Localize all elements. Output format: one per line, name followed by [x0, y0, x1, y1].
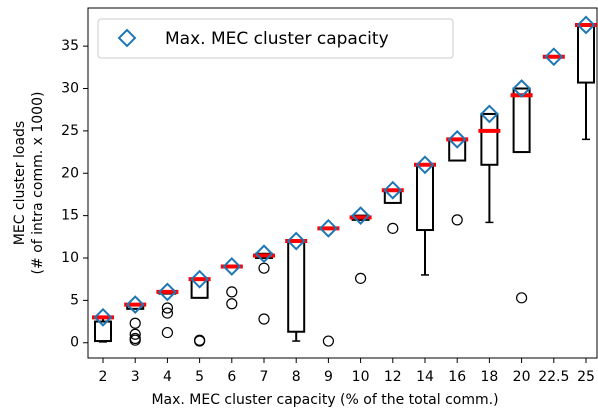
y-axis-label: MEC cluster loads — [12, 121, 28, 245]
x-tick-label: 16 — [448, 369, 466, 385]
y-tick-label: 5 — [70, 292, 79, 308]
outlier — [161, 302, 173, 314]
x-tick-label: 9 — [324, 369, 333, 385]
x-axis-label: Max. MEC cluster capacity (% of the tota… — [151, 392, 498, 408]
outlier — [161, 326, 173, 339]
x-tick-label: 4 — [163, 369, 172, 385]
outlier — [355, 272, 367, 284]
box — [416, 163, 434, 232]
x-tick-label: 10 — [352, 369, 370, 385]
outlier — [194, 334, 206, 346]
x-tick-label: 14 — [416, 369, 434, 385]
box — [287, 240, 306, 333]
y-tick-label: 10 — [61, 250, 79, 266]
outlier — [161, 307, 173, 319]
capacity-marker — [254, 244, 274, 264]
capacity-marker — [157, 282, 177, 302]
outlier — [258, 262, 270, 274]
capacity-marker — [415, 155, 435, 175]
capacity-marker — [190, 269, 210, 289]
x-tick-label: 25 — [577, 369, 595, 385]
x-tick-label: 7 — [260, 369, 269, 385]
box — [512, 87, 531, 154]
y-tick-label: 0 — [70, 335, 79, 351]
x-tick-label: 18 — [480, 369, 498, 385]
box — [480, 112, 499, 166]
plot-frame — [87, 7, 598, 359]
capacity-marker — [447, 129, 467, 149]
capacity-marker — [512, 79, 532, 98]
legend-marker — [117, 28, 137, 48]
box — [94, 320, 112, 343]
capacity-marker — [93, 307, 113, 327]
capacity-marker — [222, 257, 242, 276]
capacity-marker — [351, 206, 371, 226]
capacity-marker — [125, 295, 145, 315]
outlier — [129, 328, 141, 340]
x-tick-label: 2 — [99, 369, 108, 385]
y-tick-label: 20 — [61, 165, 79, 181]
outlier — [451, 214, 463, 226]
x-tick-label: 3 — [131, 369, 140, 385]
outlier — [129, 332, 141, 345]
outlier — [129, 317, 141, 329]
capacity-marker — [286, 231, 306, 251]
outlier — [322, 335, 334, 347]
x-tick-label: 20 — [513, 369, 531, 385]
x-tick-label: 22.5 — [538, 369, 569, 385]
y-tick-label: 15 — [61, 208, 79, 224]
y-axis-label: (# of intra comm. x 1000) — [30, 92, 46, 275]
y-tick-label: 25 — [61, 123, 79, 139]
capacity-marker — [479, 104, 499, 124]
capacity-marker — [576, 15, 596, 35]
x-tick-label: 8 — [292, 369, 301, 385]
y-tick-label: 30 — [61, 81, 79, 97]
x-tick-label: 6 — [227, 369, 236, 385]
outlier — [226, 298, 238, 310]
x-tick-label: 5 — [195, 369, 204, 385]
outlier — [387, 222, 399, 234]
outlier — [258, 313, 270, 325]
legend-box — [97, 18, 454, 59]
legend-label: Max. MEC cluster capacity — [165, 29, 389, 49]
x-tick-label: 12 — [384, 369, 402, 385]
outlier — [515, 292, 528, 304]
capacity-marker — [544, 47, 564, 67]
outlier — [226, 286, 238, 298]
capacity-marker — [318, 218, 338, 238]
capacity-marker — [383, 180, 403, 200]
y-tick-label: 35 — [61, 38, 79, 54]
